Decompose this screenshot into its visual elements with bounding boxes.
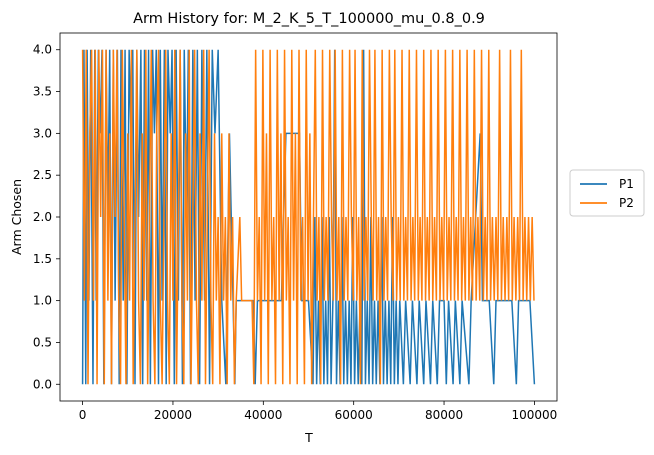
chart-title: Arm History for: M_2_K_5_T_100000_mu_0.8… bbox=[133, 11, 485, 27]
y-tick-label: 4.0 bbox=[33, 43, 52, 57]
legend-label-p2: P2 bbox=[619, 196, 634, 210]
y-tick-label: 3.0 bbox=[33, 126, 52, 140]
y-tick-label: 2.5 bbox=[33, 168, 52, 182]
y-tick-label: 1.0 bbox=[33, 294, 52, 308]
legend-label-p1: P1 bbox=[619, 177, 634, 191]
x-tick-label: 20000 bbox=[154, 408, 192, 422]
y-tick-label: 2.0 bbox=[33, 210, 52, 224]
y-tick-label: 1.5 bbox=[33, 252, 52, 266]
series-layer bbox=[81, 49, 536, 385]
y-tick-label: 3.5 bbox=[33, 85, 52, 99]
y-axis-label: Arm Chosen bbox=[9, 179, 24, 255]
legend: P1 P2 bbox=[569, 169, 645, 217]
x-axis-label: T bbox=[304, 430, 313, 445]
y-tick-label: 0.0 bbox=[33, 377, 52, 391]
legend-box bbox=[569, 169, 645, 217]
y-axis-ticks: 0.0 0.5 1.0 1.5 2.0 2.5 3.0 3.5 4.0 bbox=[33, 43, 60, 391]
x-tick-label: 0 bbox=[79, 408, 87, 422]
x-axis-ticks: 0 20000 40000 60000 80000 100000 bbox=[79, 401, 558, 422]
x-tick-label: 40000 bbox=[244, 408, 282, 422]
x-tick-label: 80000 bbox=[425, 408, 463, 422]
x-tick-label: 100000 bbox=[512, 408, 558, 422]
x-tick-label: 60000 bbox=[335, 408, 373, 422]
y-tick-label: 0.5 bbox=[33, 335, 52, 349]
series-line-p2 bbox=[81, 49, 535, 385]
